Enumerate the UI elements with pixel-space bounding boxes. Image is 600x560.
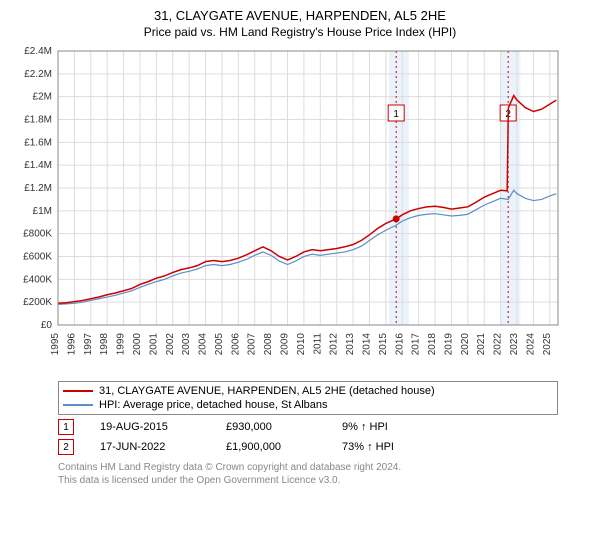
x-tick-label: 2023 — [509, 333, 520, 356]
sale-date: 17-JUN-2022 — [100, 441, 200, 453]
x-tick-label: 2013 — [345, 333, 356, 356]
y-tick-label: £2M — [33, 92, 52, 103]
y-tick-label: £600K — [23, 252, 52, 263]
y-tick-label: £1.8M — [24, 115, 52, 126]
sale-price: £930,000 — [226, 421, 316, 433]
y-tick-label: £800K — [23, 229, 52, 240]
x-tick-label: 2002 — [165, 333, 176, 356]
page-title: 31, CLAYGATE AVENUE, HARPENDEN, AL5 2HE — [8, 8, 592, 23]
sale-dot — [393, 215, 400, 222]
y-tick-label: £400K — [23, 274, 52, 285]
x-tick-label: 2018 — [427, 333, 438, 356]
legend: 31, CLAYGATE AVENUE, HARPENDEN, AL5 2HE … — [58, 381, 558, 415]
legend-label: HPI: Average price, detached house, St A… — [99, 399, 328, 411]
x-tick-label: 2019 — [443, 333, 454, 356]
y-tick-label: £1.6M — [24, 137, 52, 148]
x-tick-label: 1995 — [50, 333, 61, 356]
sale-price: £1,900,000 — [226, 441, 316, 453]
footer: Contains HM Land Registry data © Crown c… — [58, 461, 558, 487]
legend-swatch — [63, 390, 93, 392]
sale-diff: 73% ↑ HPI — [342, 441, 394, 453]
x-tick-label: 2025 — [542, 333, 553, 356]
x-tick-label: 2009 — [280, 333, 291, 356]
y-tick-label: £1.2M — [24, 183, 52, 194]
x-tick-label: 2015 — [378, 333, 389, 356]
x-tick-label: 2003 — [181, 333, 192, 356]
x-tick-label: 2008 — [263, 333, 274, 356]
legend-row: HPI: Average price, detached house, St A… — [63, 398, 553, 412]
x-tick-label: 2012 — [329, 333, 340, 356]
x-tick-label: 2014 — [361, 333, 372, 356]
series-property — [58, 96, 556, 304]
y-tick-label: £2.2M — [24, 69, 52, 80]
y-tick-label: £1M — [33, 206, 52, 217]
sale-row: 2 17-JUN-2022 £1,900,000 73% ↑ HPI — [58, 439, 558, 455]
x-tick-label: 2017 — [411, 333, 422, 356]
x-tick-label: 2004 — [198, 333, 209, 356]
x-tick-label: 2011 — [312, 333, 323, 355]
x-tick-label: 1998 — [99, 333, 110, 356]
page-subtitle: Price paid vs. HM Land Registry's House … — [8, 25, 592, 39]
sale-number-box: 1 — [58, 419, 74, 435]
x-tick-label: 2024 — [525, 333, 536, 356]
x-tick-label: 2010 — [296, 333, 307, 356]
x-tick-label: 2005 — [214, 333, 225, 356]
x-tick-label: 2020 — [460, 333, 471, 356]
x-tick-label: 2016 — [394, 333, 405, 356]
legend-label: 31, CLAYGATE AVENUE, HARPENDEN, AL5 2HE … — [99, 385, 435, 397]
x-tick-label: 1999 — [116, 333, 127, 356]
y-tick-label: £1.4M — [24, 160, 52, 171]
x-tick-label: 2021 — [476, 333, 487, 356]
footer-line-1: Contains HM Land Registry data © Crown c… — [58, 461, 558, 474]
sale-date: 19-AUG-2015 — [100, 421, 200, 433]
x-tick-label: 2007 — [247, 333, 258, 356]
x-tick-label: 2000 — [132, 333, 143, 356]
legend-row: 31, CLAYGATE AVENUE, HARPENDEN, AL5 2HE … — [63, 384, 553, 398]
y-tick-label: £200K — [23, 297, 52, 308]
x-tick-label: 1997 — [83, 333, 94, 356]
x-tick-label: 2006 — [230, 333, 241, 356]
sale-diff: 9% ↑ HPI — [342, 421, 388, 433]
sale-row: 1 19-AUG-2015 £930,000 9% ↑ HPI — [58, 419, 558, 435]
x-tick-label: 2001 — [148, 333, 159, 356]
sale-marker-label: 1 — [393, 109, 399, 120]
y-tick-label: £2.4M — [24, 46, 52, 57]
price-chart: £0 £200K £400K £600K £800K £1M £1.2M £1.4M £1.6M… — [8, 45, 592, 375]
legend-swatch — [63, 404, 93, 406]
x-tick-label: 1996 — [66, 333, 77, 356]
y-tick-label: £0 — [41, 320, 53, 331]
x-tick-label: 2022 — [493, 333, 504, 356]
footer-line-2: This data is licensed under the Open Gov… — [58, 474, 558, 487]
sale-number-box: 2 — [58, 439, 74, 455]
header: 31, CLAYGATE AVENUE, HARPENDEN, AL5 2HE … — [8, 8, 592, 39]
